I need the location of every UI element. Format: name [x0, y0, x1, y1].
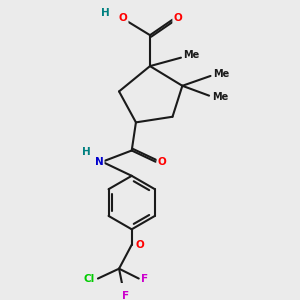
Text: H: H	[82, 147, 91, 157]
Text: F: F	[122, 291, 129, 300]
Text: O: O	[135, 240, 144, 250]
Text: N: N	[95, 157, 104, 167]
Text: Me: Me	[213, 69, 229, 79]
Text: F: F	[141, 274, 148, 284]
Text: Me: Me	[212, 92, 228, 102]
Text: O: O	[173, 13, 182, 23]
Text: O: O	[158, 157, 166, 167]
Text: Cl: Cl	[84, 274, 95, 284]
Text: O: O	[119, 13, 128, 23]
Text: Me: Me	[184, 50, 200, 60]
Text: H: H	[100, 8, 109, 18]
